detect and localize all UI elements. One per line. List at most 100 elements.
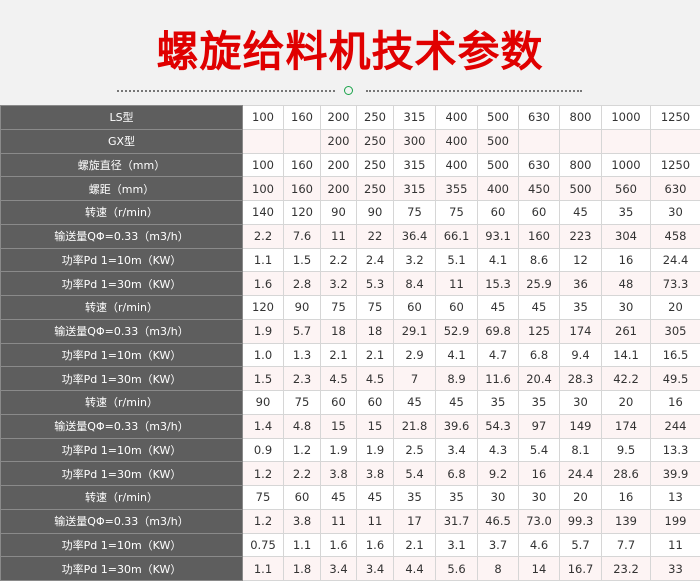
table-cell: 2.4 — [357, 248, 394, 272]
table-cell: 3.1 — [436, 533, 478, 557]
table-cell: 200 — [321, 129, 357, 153]
table-cell: 1.9 — [321, 438, 357, 462]
table-cell: 90 — [243, 391, 284, 415]
table-cell: 54.3 — [478, 414, 519, 438]
table-cell: 60 — [284, 486, 321, 510]
table-cell: 9.5 — [602, 438, 651, 462]
table-cell: 100 — [243, 177, 284, 201]
table-cell: 20 — [651, 296, 700, 320]
row-label: 转速（r/min） — [1, 391, 243, 415]
table-cell: 35 — [394, 486, 436, 510]
table-cell: 400 — [436, 153, 478, 177]
table-cell: 16.5 — [651, 343, 700, 367]
table-cell: 630 — [651, 177, 700, 201]
table-cell: 7.6 — [284, 224, 321, 248]
table-cell: 93.1 — [478, 224, 519, 248]
table-cell: 24.4 — [560, 462, 602, 486]
table-cell: 16.7 — [560, 557, 602, 581]
table-cell: 4.3 — [478, 438, 519, 462]
table-cell: 3.7 — [478, 533, 519, 557]
table-cell: 8.4 — [394, 272, 436, 296]
table-cell: 5.6 — [436, 557, 478, 581]
table-cell — [519, 129, 560, 153]
table-cell: 6.8 — [519, 343, 560, 367]
table-cell: 160 — [284, 153, 321, 177]
table-cell: 139 — [602, 509, 651, 533]
table-cell: 5.1 — [436, 248, 478, 272]
table-cell: 75 — [357, 296, 394, 320]
table-cell: 11 — [436, 272, 478, 296]
table-cell: 2.2 — [243, 224, 284, 248]
table-cell: 174 — [560, 319, 602, 343]
table-cell: 2.2 — [321, 248, 357, 272]
table-cell: 2.9 — [394, 343, 436, 367]
row-label: 功率Pd 1=30m（KW） — [1, 367, 243, 391]
table-cell: 400 — [436, 129, 478, 153]
table-cell: 1.9 — [243, 319, 284, 343]
row-label: 功率Pd 1=10m（KW） — [1, 248, 243, 272]
table-cell: 174 — [602, 414, 651, 438]
table-cell: 500 — [478, 153, 519, 177]
table-cell: 7 — [394, 367, 436, 391]
table-cell: 36.4 — [394, 224, 436, 248]
table-cell: 31.7 — [436, 509, 478, 533]
table-cell: 500 — [560, 177, 602, 201]
table-cell: 28.3 — [560, 367, 602, 391]
row-label: 转速（r/min） — [1, 201, 243, 225]
table-cell: 16 — [602, 486, 651, 510]
table-cell: 1250 — [651, 106, 700, 130]
table-cell: 30 — [651, 201, 700, 225]
table-cell: 18 — [321, 319, 357, 343]
table-cell: 800 — [560, 153, 602, 177]
table-cell — [284, 129, 321, 153]
table-cell: 0.75 — [243, 533, 284, 557]
table-cell: 60 — [394, 296, 436, 320]
table-cell: 250 — [357, 177, 394, 201]
table-cell: 2.8 — [284, 272, 321, 296]
divider-circle-icon — [344, 86, 353, 95]
table-cell: 22 — [357, 224, 394, 248]
table-cell: 14.1 — [602, 343, 651, 367]
table-cell: 17 — [394, 509, 436, 533]
row-label: 功率Pd 1=30m（KW） — [1, 462, 243, 486]
table-cell: 20 — [560, 486, 602, 510]
row-label: 功率Pd 1=10m（KW） — [1, 343, 243, 367]
table-cell: 13 — [651, 486, 700, 510]
table-cell — [651, 129, 700, 153]
table-cell: 800 — [560, 106, 602, 130]
table-cell: 2.1 — [357, 343, 394, 367]
table-cell: 149 — [560, 414, 602, 438]
table-cell: 3.2 — [321, 272, 357, 296]
table-cell: 261 — [602, 319, 651, 343]
table-cell: 23.2 — [602, 557, 651, 581]
table-cell: 13.3 — [651, 438, 700, 462]
table-cell: 1.2 — [243, 462, 284, 486]
table-cell: 4.5 — [357, 367, 394, 391]
table-cell: 305 — [651, 319, 700, 343]
table-cell: 120 — [243, 296, 284, 320]
table-cell: 458 — [651, 224, 700, 248]
table-cell: 5.7 — [560, 533, 602, 557]
table-cell: 69.8 — [478, 319, 519, 343]
table-cell: 1.5 — [243, 367, 284, 391]
table-cell: 1.1 — [243, 248, 284, 272]
table-cell: 1000 — [602, 153, 651, 177]
table-cell: 355 — [436, 177, 478, 201]
table-cell: 29.1 — [394, 319, 436, 343]
table-cell: 100 — [243, 106, 284, 130]
table-cell: 500 — [478, 106, 519, 130]
row-label: LS型 — [1, 106, 243, 130]
table-cell: 160 — [284, 177, 321, 201]
table-cell: 250 — [357, 129, 394, 153]
table-cell: 46.5 — [478, 509, 519, 533]
table-cell: 45 — [478, 296, 519, 320]
table-cell: 8.6 — [519, 248, 560, 272]
table-cell: 9.2 — [478, 462, 519, 486]
